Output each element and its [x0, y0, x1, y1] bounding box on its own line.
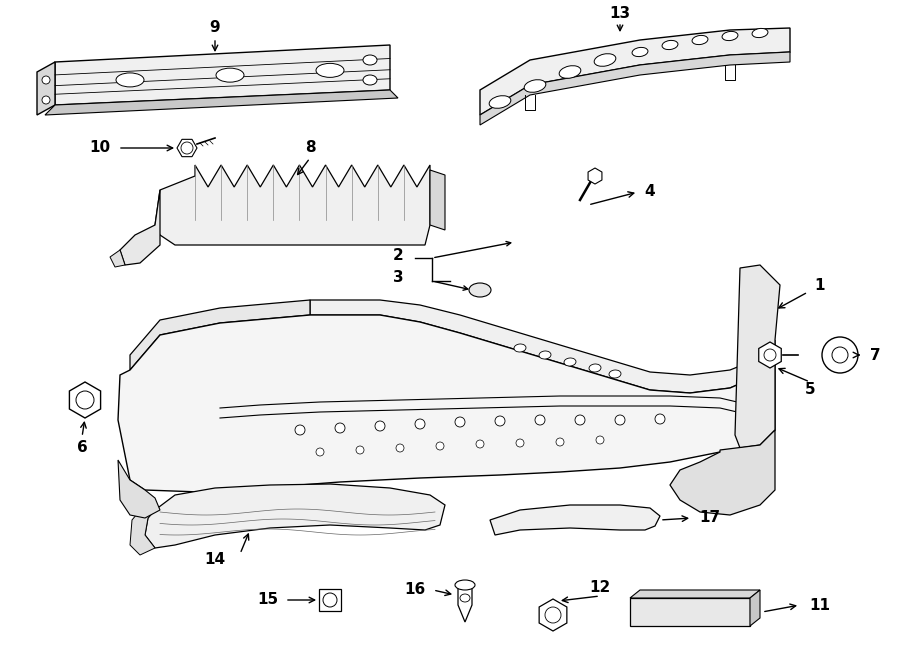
Ellipse shape — [632, 48, 648, 57]
Text: 1: 1 — [814, 278, 825, 293]
Ellipse shape — [116, 73, 144, 87]
Polygon shape — [319, 589, 341, 611]
Ellipse shape — [455, 580, 475, 590]
Circle shape — [356, 446, 364, 454]
Circle shape — [655, 414, 665, 424]
Text: 12: 12 — [590, 580, 610, 596]
Ellipse shape — [363, 55, 377, 65]
Polygon shape — [145, 484, 445, 548]
Circle shape — [436, 442, 444, 450]
Ellipse shape — [460, 594, 470, 602]
Ellipse shape — [42, 76, 50, 84]
Polygon shape — [130, 300, 310, 370]
Polygon shape — [630, 598, 750, 626]
Circle shape — [375, 421, 385, 431]
Ellipse shape — [662, 40, 678, 50]
Circle shape — [832, 347, 848, 363]
Text: 7: 7 — [869, 348, 880, 362]
Ellipse shape — [514, 344, 526, 352]
Circle shape — [323, 593, 337, 607]
Circle shape — [596, 436, 604, 444]
Circle shape — [415, 419, 425, 429]
Ellipse shape — [752, 28, 768, 38]
Ellipse shape — [524, 80, 545, 93]
Circle shape — [76, 391, 94, 409]
Text: 8: 8 — [305, 141, 315, 155]
Polygon shape — [69, 382, 101, 418]
Circle shape — [575, 415, 585, 425]
Polygon shape — [735, 265, 780, 448]
Polygon shape — [480, 52, 790, 125]
Text: 6: 6 — [76, 440, 87, 455]
Polygon shape — [55, 45, 390, 105]
Polygon shape — [630, 590, 760, 598]
Polygon shape — [120, 190, 160, 265]
Polygon shape — [45, 90, 398, 115]
Circle shape — [822, 337, 858, 373]
Polygon shape — [130, 508, 155, 555]
Polygon shape — [480, 28, 790, 115]
Polygon shape — [110, 250, 125, 267]
Polygon shape — [430, 170, 445, 230]
Text: 5: 5 — [805, 383, 815, 397]
Ellipse shape — [539, 351, 551, 359]
Polygon shape — [588, 168, 602, 184]
Polygon shape — [539, 599, 567, 631]
Polygon shape — [177, 139, 197, 157]
Circle shape — [545, 607, 561, 623]
Text: 3: 3 — [392, 270, 403, 286]
Circle shape — [615, 415, 625, 425]
Circle shape — [181, 142, 193, 154]
Circle shape — [495, 416, 505, 426]
Text: 2: 2 — [392, 247, 403, 262]
Circle shape — [295, 425, 305, 435]
Circle shape — [455, 417, 465, 427]
Text: 14: 14 — [204, 553, 226, 568]
Circle shape — [535, 415, 545, 425]
Polygon shape — [155, 165, 430, 245]
Circle shape — [556, 438, 564, 446]
Ellipse shape — [469, 283, 491, 297]
Ellipse shape — [559, 65, 580, 78]
Ellipse shape — [216, 68, 244, 82]
Circle shape — [516, 439, 524, 447]
Polygon shape — [118, 315, 775, 492]
Text: 11: 11 — [809, 598, 831, 613]
Polygon shape — [750, 590, 760, 626]
Text: 17: 17 — [699, 510, 721, 525]
Ellipse shape — [722, 32, 738, 40]
Circle shape — [335, 423, 345, 433]
Polygon shape — [458, 585, 472, 622]
Polygon shape — [37, 62, 55, 115]
Polygon shape — [759, 342, 781, 368]
Polygon shape — [490, 505, 660, 535]
Polygon shape — [310, 300, 775, 393]
Text: 4: 4 — [644, 184, 655, 200]
Circle shape — [396, 444, 404, 452]
Circle shape — [476, 440, 484, 448]
Polygon shape — [118, 460, 160, 518]
Polygon shape — [670, 430, 775, 515]
Ellipse shape — [363, 75, 377, 85]
Text: 9: 9 — [210, 20, 220, 36]
Ellipse shape — [490, 96, 511, 108]
Circle shape — [316, 448, 324, 456]
Ellipse shape — [692, 36, 708, 44]
Ellipse shape — [316, 63, 344, 77]
Text: 16: 16 — [404, 582, 426, 598]
Text: 10: 10 — [89, 141, 111, 155]
Text: 15: 15 — [257, 592, 279, 607]
Text: 13: 13 — [609, 7, 631, 22]
Ellipse shape — [589, 364, 601, 372]
Ellipse shape — [564, 358, 576, 366]
Ellipse shape — [609, 370, 621, 378]
Ellipse shape — [594, 54, 616, 66]
Ellipse shape — [42, 96, 50, 104]
Circle shape — [764, 349, 776, 361]
